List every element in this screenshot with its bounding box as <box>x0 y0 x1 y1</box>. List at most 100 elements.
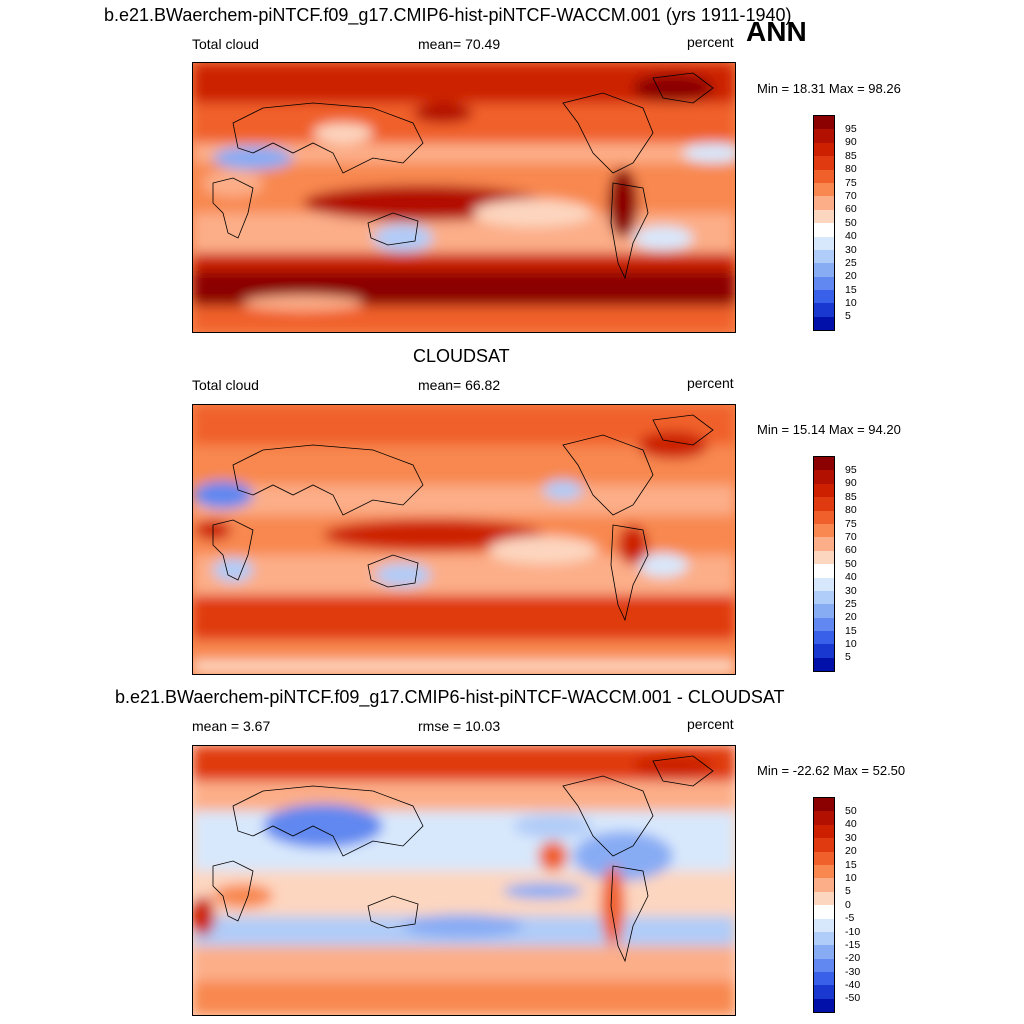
colorbar-cell <box>814 972 834 986</box>
colorbar-cell <box>814 156 834 170</box>
colorbar-cell <box>814 931 834 946</box>
colorbar-cell <box>814 958 834 973</box>
colorbar-cell <box>814 657 834 672</box>
panel2-colorbar <box>813 456 835 673</box>
colorbar-label: 50 <box>845 558 857 570</box>
colorbar-label: 10 <box>845 638 857 650</box>
colorbar-cell <box>814 878 834 892</box>
colorbar-cell <box>814 196 834 210</box>
colorbar-cell <box>814 223 834 237</box>
panel3-title: b.e21.BWaerchem-piNTCF.f09_g17.CMIP6-his… <box>115 687 785 707</box>
colorbar-cell <box>814 550 834 565</box>
colorbar-label: 30 <box>845 585 857 597</box>
colorbar-label: 30 <box>845 244 857 256</box>
panel1-minmax-label: Min = 18.31 Max = 98.26 <box>757 81 901 96</box>
colorbar-label: 15 <box>845 625 857 637</box>
colorbar-label: 95 <box>845 123 857 135</box>
colorbar-label: -15 <box>845 939 861 951</box>
colorbar-cell <box>814 142 834 157</box>
panel2-minmax-label: Min = 15.14 Max = 94.20 <box>757 422 901 437</box>
panel2-units-label: percent <box>687 375 734 391</box>
colorbar-cell <box>814 169 834 183</box>
colorbar-label: 80 <box>845 163 857 175</box>
panel2-title: CLOUDSAT <box>413 346 510 366</box>
colorbar-cell <box>814 236 834 250</box>
colorbar-cell <box>814 631 834 645</box>
panel1-colorbar <box>813 115 835 332</box>
panel3-colorbar <box>813 797 835 1014</box>
colorbar-label: 85 <box>845 150 857 162</box>
colorbar-label: 70 <box>845 190 857 202</box>
colorbar-cell <box>814 985 834 999</box>
colorbar-cell <box>814 838 834 852</box>
panel1-variable-label: Total cloud <box>192 36 259 52</box>
panel2-coastlines <box>212 414 714 622</box>
colorbar-cell <box>814 276 834 291</box>
colorbar-cell <box>814 483 834 498</box>
colorbar-cell <box>814 918 834 932</box>
panel3-units-label: percent <box>687 716 734 732</box>
panel2-variable-label: Total cloud <box>192 377 259 393</box>
colorbar-label: 40 <box>845 571 857 583</box>
colorbar-label: 90 <box>845 136 857 148</box>
colorbar-label: 75 <box>845 518 857 530</box>
colorbar-cell <box>814 945 834 959</box>
colorbar-cell <box>814 316 834 331</box>
colorbar-label: 90 <box>845 477 857 489</box>
colorbar-cell <box>814 457 834 471</box>
colorbar-cell <box>814 577 834 591</box>
panel2-map <box>192 404 736 675</box>
colorbar-cell <box>814 998 834 1013</box>
panel1-coastlines <box>212 72 714 280</box>
colorbar-cell <box>814 864 834 879</box>
panel1-units-label: percent <box>687 34 734 50</box>
panel3-coastlines <box>212 755 714 963</box>
season-label: ANN <box>746 16 807 47</box>
colorbar-cell <box>814 851 834 865</box>
panel1-map <box>192 62 736 333</box>
colorbar-cell <box>814 290 834 304</box>
colorbar-cell <box>814 564 834 578</box>
colorbar-label: -20 <box>845 952 861 964</box>
colorbar-cell <box>814 497 834 511</box>
colorbar-label: 10 <box>845 297 857 309</box>
colorbar-label: 30 <box>845 832 857 844</box>
panel3-mean-label: mean = 3.67 <box>192 718 271 734</box>
colorbar-label: 95 <box>845 464 857 476</box>
colorbar-label: 85 <box>845 491 857 503</box>
colorbar-cell <box>814 116 834 130</box>
colorbar-cell <box>814 470 834 484</box>
panel3-minmax-label: Min = -22.62 Max = 52.50 <box>757 763 906 778</box>
colorbar-label: 10 <box>845 872 857 884</box>
colorbar-cell <box>814 303 834 317</box>
colorbar-cell <box>814 590 834 605</box>
top-title: b.e21.BWaerchem-piNTCF.f09_g17.CMIP6-his… <box>104 5 792 25</box>
colorbar-label: 15 <box>845 284 857 296</box>
colorbar-cell <box>814 263 834 277</box>
colorbar-label: 15 <box>845 859 857 871</box>
colorbar-label: 25 <box>845 257 857 269</box>
colorbar-cell <box>814 811 834 825</box>
colorbar-cell <box>814 905 834 919</box>
colorbar-cell <box>814 129 834 143</box>
colorbar-cell <box>814 249 834 264</box>
colorbar-cell <box>814 824 834 839</box>
colorbar-label: -40 <box>845 979 861 991</box>
colorbar-label: 20 <box>845 270 857 282</box>
panel3-map <box>192 745 736 1016</box>
colorbar-label: -50 <box>845 992 861 1004</box>
colorbar-label: -30 <box>845 966 861 978</box>
colorbar-cell <box>814 523 834 538</box>
colorbar-label: 70 <box>845 531 857 543</box>
colorbar-label: 5 <box>845 310 851 322</box>
colorbar-cell <box>814 209 834 224</box>
colorbar-cell <box>814 182 834 197</box>
colorbar-cell <box>814 617 834 632</box>
panel1-mean-label: mean= 70.49 <box>418 36 501 52</box>
colorbar-label: 40 <box>845 818 857 830</box>
colorbar-label: 0 <box>845 899 851 911</box>
colorbar-label: 20 <box>845 611 857 623</box>
colorbar-label: -5 <box>845 912 855 924</box>
colorbar-label: 25 <box>845 598 857 610</box>
colorbar-label: 60 <box>845 203 857 215</box>
